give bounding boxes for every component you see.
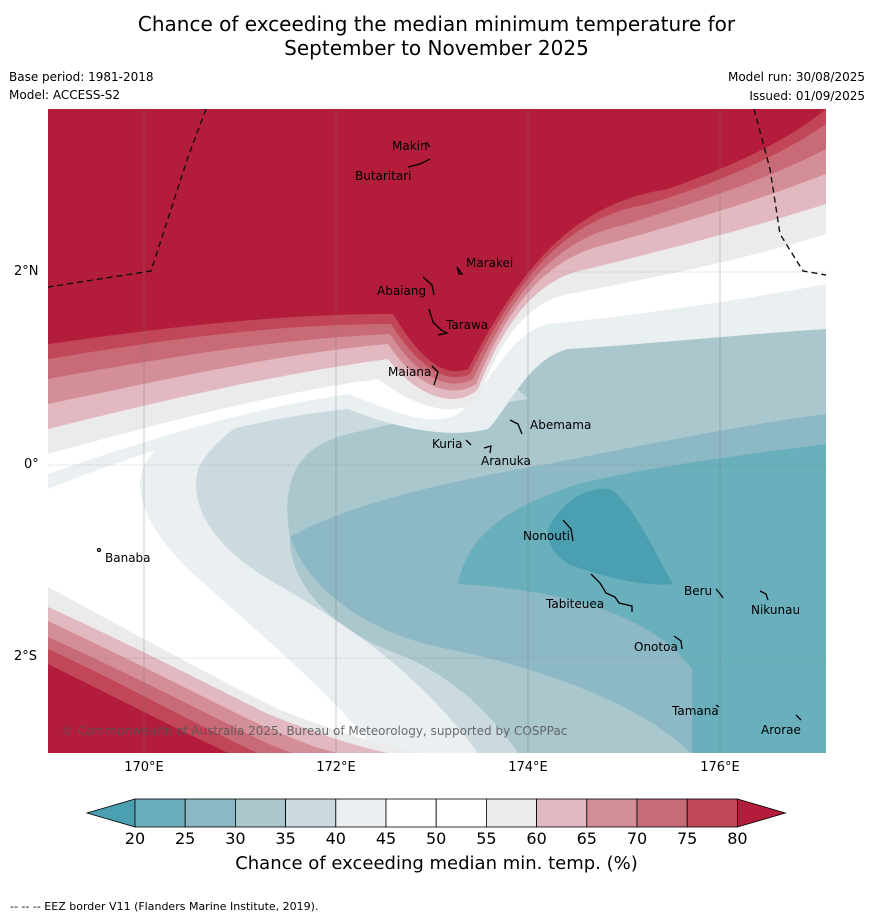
- butaritari-outline: [407, 158, 431, 168]
- colorbar-tick-35: 35: [275, 829, 296, 848]
- eez-legend-footer: -- -- -- EEZ border V11 (Flanders Marine…: [10, 900, 319, 913]
- map-title: Chance of exceeding the median minimum t…: [0, 12, 873, 60]
- base-period: Base period: 1981-2018: [9, 70, 154, 84]
- colorbar-cell-55-60: [485, 798, 537, 828]
- onotoa-outline: [673, 635, 683, 650]
- colorbar-tick-65: 65: [576, 829, 597, 848]
- colorbar-tick-30: 30: [225, 829, 246, 848]
- island-label-abemama: Abemama: [530, 418, 592, 432]
- band-above-80-north: [48, 109, 826, 372]
- tarawa-outline: [428, 308, 449, 336]
- beru-outline: [715, 588, 724, 599]
- colorbar-tick-60: 60: [526, 829, 547, 848]
- colorbar: [85, 798, 787, 828]
- colorbar-tick-50: 50: [426, 829, 447, 848]
- maiana-outline: [431, 365, 439, 386]
- island-label-banaba: Banaba: [105, 551, 151, 565]
- band-20-25: [458, 444, 826, 753]
- colorbar-cell-70-75: [636, 798, 688, 828]
- colorbar-cell-25-30: [184, 798, 236, 828]
- marakei-outline: [456, 266, 464, 275]
- colorbar-tick-20: 20: [124, 829, 146, 848]
- island-label-butaritari: Butaritari: [355, 169, 412, 183]
- island-label-tarawa: Tarawa: [446, 318, 489, 332]
- island-label-tamana: Tamana: [672, 704, 719, 718]
- lon-label-174e: 174°E: [508, 760, 548, 775]
- issued-date: Issued: 01/09/2025: [749, 89, 865, 103]
- lon-label-176e: 176°E: [700, 760, 740, 775]
- colorbar-cells: [85, 798, 787, 828]
- nikunau-outline: [759, 590, 769, 601]
- map-panel: [48, 109, 826, 753]
- makin-outline: [425, 141, 431, 148]
- eez-border: [48, 109, 826, 288]
- colorbar-tick-25: 25: [175, 829, 196, 848]
- abemama-outline: [509, 419, 523, 435]
- island-label-arorae: Arorae: [761, 723, 801, 737]
- colorbar-cell-65-70: [586, 798, 638, 828]
- tamana-outline: [715, 704, 720, 708]
- island-label-makin: Makin: [392, 139, 428, 153]
- colorbar-tick-75: 75: [677, 829, 698, 848]
- arorae-outline: [795, 714, 802, 721]
- colorbar-tick-55: 55: [476, 829, 497, 848]
- band-above-80-sw: [48, 664, 228, 753]
- colorbar-cell-75-80: [686, 798, 738, 828]
- copyright-notice: © Commonwealth of Australia 2025, Bureau…: [62, 724, 568, 738]
- probability-map: [48, 109, 826, 753]
- colorbar-cell-35-40: [285, 798, 337, 828]
- band-below-20: [547, 488, 673, 585]
- island-outlines: [96, 141, 802, 721]
- colorbar-cell-50-55: [435, 798, 487, 828]
- abaiang-outline: [422, 276, 435, 296]
- colorbar-cell-20-25: [134, 798, 186, 828]
- island-label-nonouti: Nonouti: [523, 529, 570, 543]
- lon-label-172e: 172°E: [316, 760, 356, 775]
- lat-label-2s: 2°S: [14, 649, 38, 664]
- colorbar-tick-70: 70: [626, 829, 648, 848]
- colorbar-cell-30-35: [234, 798, 286, 828]
- island-label-tabiteuea: Tabiteuea: [546, 597, 605, 611]
- kuria-outline: [465, 439, 472, 446]
- banaba-outline: [96, 547, 102, 553]
- colorbar-cell-40-45: [335, 798, 387, 828]
- title-line-2: September to November 2025: [284, 36, 589, 60]
- colorbar-cell-60-65: [536, 798, 588, 828]
- island-label-kuria: Kuria: [432, 437, 463, 451]
- model-name: Model: ACCESS-S2: [9, 88, 121, 102]
- graticule: [48, 109, 826, 753]
- colorbar-tick-40: 40: [325, 829, 346, 848]
- lat-label-2n: 2°N: [14, 264, 39, 279]
- colorbar-tick-80: 80: [727, 829, 748, 848]
- title-line-1: Chance of exceeding the median minimum t…: [137, 12, 736, 36]
- island-label-aranuka: Aranuka: [481, 454, 531, 468]
- colorbar-tick-45: 45: [375, 829, 397, 848]
- model-run: Model run: 30/08/2025: [727, 70, 865, 84]
- island-label-beru: Beru: [684, 584, 713, 598]
- island-label-abaiang: Abaiang: [377, 284, 427, 298]
- eez-border-east: [753, 109, 826, 276]
- colorbar-extend-high: [737, 798, 787, 828]
- tabiteuea-outline: [590, 573, 633, 612]
- colorbar-label: Chance of exceeding median min. temp. (%…: [235, 853, 638, 874]
- lat-label-0: 0°: [24, 457, 39, 472]
- aranuka-outline: [483, 445, 492, 454]
- island-label-nikunau: Nikunau: [751, 603, 801, 617]
- island-label-maiana: Maiana: [388, 365, 432, 379]
- eez-border-west: [48, 109, 207, 288]
- island-label-onotoa: Onotoa: [634, 640, 678, 654]
- colorbar-cell-45-50: [385, 798, 437, 828]
- island-label-marakei: Marakei: [466, 256, 514, 270]
- lon-label-170e: 170°E: [124, 760, 164, 775]
- nonouti-outline: [562, 519, 574, 542]
- colorbar-extend-low: [85, 798, 136, 828]
